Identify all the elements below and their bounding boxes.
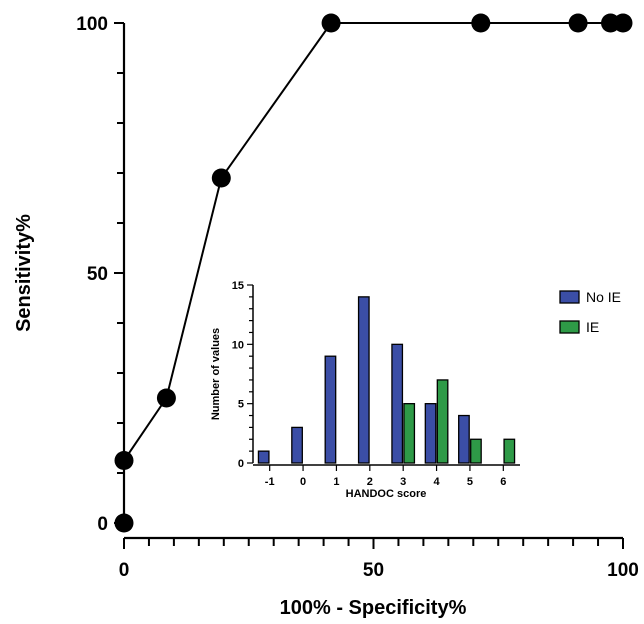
histogram-bar [458, 414, 470, 464]
histogram-bar [424, 403, 437, 464]
y-tick-label: 50 [87, 264, 108, 285]
roc-point [211, 168, 231, 188]
histogram-legend: No IE IE [559, 289, 621, 335]
legend-swatch [559, 320, 580, 334]
inset-x-tick-label: 4 [434, 476, 441, 488]
inset-background [228, 278, 528, 500]
roc-points [114, 13, 633, 533]
legend-swatch [559, 290, 580, 304]
histogram-bar [503, 438, 516, 464]
inset-x-tick-label: 5 [467, 476, 473, 488]
inset-x-axis-title: HANDOC score [346, 488, 427, 500]
roc-point [613, 13, 633, 33]
x-tick-label: 50 [363, 560, 384, 581]
roc-point [114, 513, 134, 533]
inset-y-tick-label: 10 [232, 339, 244, 351]
y-tick-label: 0 [97, 514, 108, 535]
histogram-bar [357, 296, 370, 464]
inset-x-tick-label: 3 [400, 476, 406, 488]
roc-point [156, 388, 176, 408]
x-axis-title: 100% - Specificity% [280, 597, 467, 619]
roc-point [471, 13, 491, 33]
histogram-inset: 0 5 10 15 -1 0 1 2 3 4 5 6 HANDOC score Number of val… [210, 278, 528, 500]
histogram-bar [257, 450, 270, 464]
inset-x-tick-label: -1 [265, 476, 275, 488]
inset-y-tick-label: 5 [238, 399, 244, 411]
x-tick-label: 100 [607, 560, 639, 581]
histogram-bar [403, 403, 416, 464]
histogram-bar [391, 343, 404, 464]
inset-y-tick-label: 0 [238, 458, 244, 470]
histogram-bar [324, 355, 337, 464]
histogram-bar [470, 438, 482, 464]
histogram-bar [436, 379, 449, 464]
roc-point [568, 13, 588, 33]
y-tick-label: 100 [76, 14, 108, 35]
inset-x-tick-label: 6 [500, 476, 506, 488]
legend-label: IE [586, 319, 599, 335]
inset-x-tick-label: 0 [300, 476, 306, 488]
histogram-bar [291, 426, 303, 464]
inset-x-tick-label: 1 [333, 476, 339, 488]
roc-point [321, 13, 341, 33]
inset-x-tick-label: 2 [367, 476, 373, 488]
inset-y-tick-label: 15 [232, 280, 244, 292]
x-tick-label: 0 [119, 560, 130, 581]
roc-point [114, 451, 134, 470]
y-axis-title: Sensitivity% [13, 214, 35, 332]
legend-label: No IE [586, 289, 621, 305]
inset-y-axis-title: Number of values [210, 328, 222, 420]
